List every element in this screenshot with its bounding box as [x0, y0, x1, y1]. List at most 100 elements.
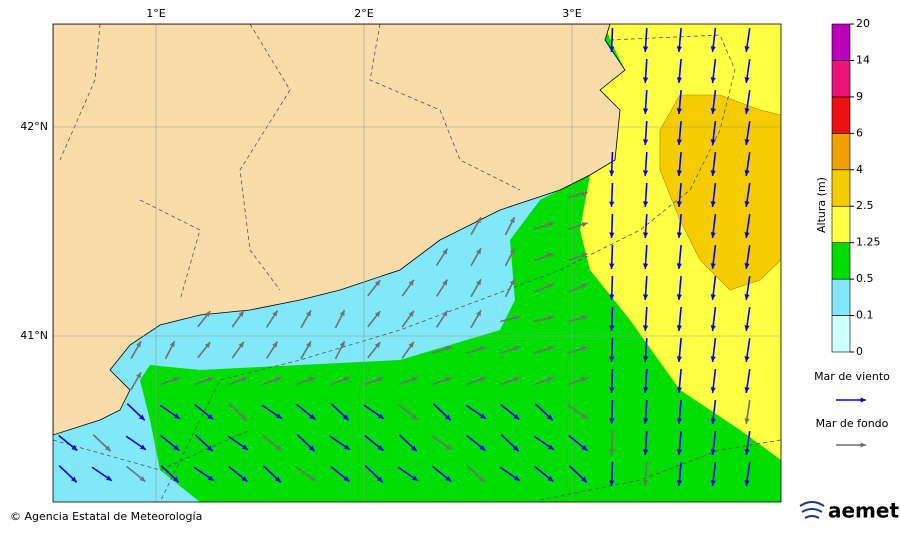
arrow-head — [581, 222, 588, 228]
arrow-head — [642, 294, 649, 300]
arrow-head — [676, 232, 682, 238]
arrow-head — [241, 444, 248, 450]
arrow-head — [547, 346, 554, 352]
arrow-head — [479, 445, 486, 451]
arrow-head — [676, 139, 682, 145]
arrow-head — [710, 449, 716, 455]
arrow-head — [445, 444, 452, 450]
colorbar-tick-label: 1.25 — [856, 236, 881, 249]
arrow-head — [676, 449, 682, 455]
colorbar-tick-label: 0.1 — [856, 309, 874, 322]
arrow-head — [642, 263, 649, 269]
arrow-head — [173, 445, 180, 451]
arrow-head — [240, 414, 247, 421]
colorbar-segment — [831, 278, 851, 316]
colorbar-tick-label: 14 — [856, 53, 870, 66]
arrow-head — [513, 346, 520, 352]
arrow-head — [676, 77, 682, 83]
arrow-head — [411, 475, 418, 481]
arrow-head — [476, 279, 481, 286]
arrow-head — [710, 77, 716, 83]
colorbar-tick-label: 2.5 — [856, 199, 874, 212]
arrow-head — [275, 413, 282, 419]
lon-label: 1°E — [146, 7, 165, 20]
colorbar-label: Altura (m) — [815, 177, 828, 233]
arrow-head — [306, 341, 311, 348]
arrow-head — [547, 476, 554, 482]
arrow-head — [676, 201, 682, 207]
arrow-head — [241, 476, 248, 482]
arrow-head — [676, 170, 682, 176]
arrow-head — [710, 480, 716, 486]
arrow-head — [642, 170, 649, 176]
arrow-head — [676, 46, 682, 52]
arrow-head — [642, 480, 649, 486]
arrow-head — [308, 445, 315, 452]
arrow-head — [609, 294, 615, 300]
arrow-head — [546, 414, 553, 421]
arrow-head — [306, 310, 311, 317]
colorbar: 0 0.1 0.5 1.25 2.5 4 6 9 14 20 — [831, 17, 881, 358]
arrow-head — [580, 476, 587, 483]
arrow-head — [642, 418, 649, 424]
arrow-head — [444, 414, 451, 421]
colorbar-tick-label: 9 — [856, 90, 863, 103]
arrow-head — [710, 325, 716, 331]
arrow-head — [479, 376, 486, 382]
legend-arrow-head — [860, 442, 866, 448]
arrow-head — [476, 248, 481, 255]
arrow-head — [609, 418, 615, 424]
arrow-head — [339, 341, 345, 348]
arrow-head — [513, 475, 520, 481]
arrow-head — [710, 263, 716, 269]
arrow-head — [744, 449, 750, 455]
arrow-head — [642, 232, 649, 238]
colorbar-tick-label: 0.5 — [856, 272, 874, 285]
arrow-head — [581, 445, 588, 451]
arrow-head — [609, 356, 615, 362]
arrow-head — [710, 356, 716, 362]
arrow-head — [744, 356, 750, 362]
credit: © Agencia Estatal de Meteorología — [10, 510, 202, 523]
arrow-head — [207, 475, 214, 481]
arrow-head — [609, 46, 615, 52]
arrow-head — [476, 217, 481, 224]
sea-orange — [659, 94, 781, 291]
arrow-head — [139, 476, 146, 482]
colorbar-segment — [831, 169, 851, 207]
arrow-head — [744, 108, 750, 114]
legend-swell: Mar de fondo — [816, 417, 889, 430]
arrow-head — [377, 445, 384, 451]
arrow-head — [744, 232, 750, 238]
arrow-head — [642, 77, 649, 83]
arrow-head — [581, 376, 588, 382]
sea-cyan — [53, 190, 560, 502]
arrow-head — [744, 480, 750, 486]
arrow-head — [138, 414, 145, 421]
arrow-head — [609, 449, 615, 455]
arrow-head — [609, 201, 615, 207]
arrow-head — [408, 310, 414, 317]
arrow-head — [744, 263, 750, 269]
colorbar-segment — [831, 23, 851, 61]
arrow-head — [744, 418, 750, 424]
arrow-head — [642, 108, 649, 114]
colorbar-tick-label: 0 — [856, 345, 863, 358]
arrow-head — [710, 418, 716, 424]
arrow-head — [173, 376, 180, 382]
arrow-head — [172, 476, 179, 483]
arrow-head — [676, 108, 682, 114]
arrow-head — [744, 294, 750, 300]
arrow-head — [710, 170, 716, 176]
arrow-head — [744, 46, 750, 52]
arrow-head — [309, 475, 316, 481]
arrow-head — [104, 445, 111, 452]
arrow-head — [710, 201, 716, 207]
arrows — [58, 27, 751, 487]
arrow-head — [408, 341, 414, 348]
arrow-head — [710, 232, 716, 238]
arrow-head — [204, 311, 211, 318]
arrow-head — [272, 341, 278, 348]
